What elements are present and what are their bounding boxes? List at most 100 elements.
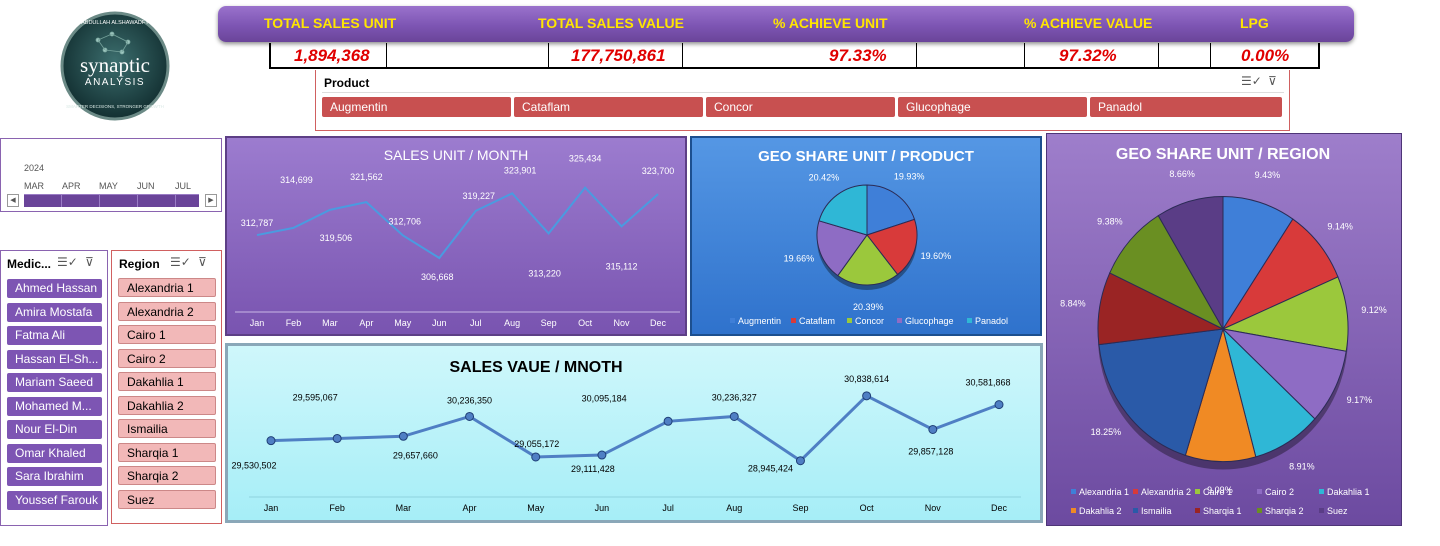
product-item-glucophage[interactable]: Glucophage [898, 97, 1087, 117]
product-item-concor[interactable]: Concor [706, 97, 895, 117]
product-item-cataflam[interactable]: Cataflam [514, 97, 703, 117]
data-label: 19.93% [894, 172, 925, 182]
data-label: 20.39% [853, 302, 884, 312]
region-item[interactable]: Suez [118, 490, 216, 509]
data-point [398, 431, 408, 441]
data-point [994, 400, 1004, 410]
data-point [928, 424, 938, 434]
region-item[interactable]: Dakahlia 2 [118, 396, 216, 415]
region-item[interactable]: Alexandria 2 [118, 302, 216, 321]
kpi-cell [916, 43, 1025, 67]
legend-swatch [1195, 489, 1200, 494]
logo-sub: ANALYSIS [85, 77, 145, 88]
medic-item[interactable]: Hassan El-Sh... [7, 350, 102, 369]
data-label: 9.17% [1347, 395, 1373, 405]
legend-label: Glucophage [905, 316, 954, 326]
multi-select-icon[interactable]: ☰✓ [57, 255, 78, 269]
data-label: 312,787 [241, 218, 274, 228]
multi-select-icon[interactable]: ☰✓ [170, 255, 191, 269]
product-item-augmentin[interactable]: Augmentin [322, 97, 511, 117]
data-point [266, 436, 276, 446]
data-label: 9.09% [1207, 485, 1233, 495]
kpi-cell [386, 43, 549, 67]
x-tick-label: Dec [650, 318, 667, 328]
data-label: 18.25% [1091, 427, 1122, 437]
legend-label: Cataflam [799, 316, 835, 326]
data-label: 9.43% [1255, 170, 1281, 180]
legend-label: Dakahlia 1 [1327, 487, 1370, 497]
medic-slicer: Medic... ☰✓ ⊽ Ahmed Hassan Amira Mostafa… [0, 250, 108, 526]
multi-select-icon[interactable]: ☰✓ [1241, 74, 1262, 88]
legend-swatch [897, 318, 902, 323]
data-label: 30,236,350 [447, 395, 492, 405]
pie-slice [866, 218, 918, 276]
product-item-panadol[interactable]: Panadol [1090, 97, 1282, 117]
legend-swatch [791, 318, 796, 323]
medic-item[interactable]: Fatma Ali [7, 326, 102, 345]
data-label: 29,530,502 [231, 461, 276, 471]
data-label: 325,434 [569, 154, 602, 164]
chart-title: GEO SHARE UNIT / PRODUCT [758, 148, 974, 165]
medic-item[interactable]: Youssef Farouk [7, 491, 102, 510]
data-label: 314,699 [280, 175, 313, 185]
legend-swatch [1319, 508, 1324, 513]
scroll-left-icon[interactable]: ◀ [7, 194, 19, 207]
timeline-month[interactable]: MAR [24, 181, 44, 191]
data-point [729, 411, 739, 421]
medic-item[interactable]: Ahmed Hassan [7, 279, 102, 298]
x-tick-label: May [527, 503, 545, 513]
data-label: 19.60% [921, 251, 952, 261]
x-tick-label: Sep [541, 318, 557, 328]
data-point [597, 450, 607, 460]
data-label: 29,055,172 [514, 439, 559, 449]
kpi-value-total-sales-unit: 1,894,368 [294, 46, 370, 65]
legend-label: Sharqia 1 [1203, 506, 1242, 516]
data-label: 29,657,660 [393, 450, 438, 460]
product-slicer: Product ☰✓ ⊽ Augmentin Cataflam Concor G… [315, 70, 1290, 131]
data-label: 29,111,428 [571, 464, 615, 474]
region-item[interactable]: Dakahlia 1 [118, 372, 216, 391]
medic-item[interactable]: Nour El-Din [7, 420, 102, 439]
x-tick-label: Oct [578, 318, 593, 328]
region-item[interactable]: Ismailia [118, 419, 216, 438]
region-item[interactable]: Alexandria 1 [118, 278, 216, 297]
region-slicer: Region ☰✓ ⊽ Alexandria 1 Alexandria 2 Ca… [111, 250, 222, 524]
region-item[interactable]: Cairo 1 [118, 325, 216, 344]
timeline-month[interactable]: APR [62, 181, 81, 191]
chart-title: SALES UNIT / MONTH [384, 147, 528, 163]
medic-item[interactable]: Amira Mostafa [7, 303, 102, 322]
x-tick-label: Jun [432, 318, 447, 328]
x-tick-label: Nov [614, 318, 631, 328]
clear-filter-icon[interactable]: ⊽ [198, 255, 207, 269]
medic-item[interactable]: Mariam Saeed [7, 373, 102, 392]
medic-item[interactable]: Omar Khaled [7, 444, 102, 463]
timeline-month[interactable]: MAY [99, 181, 118, 191]
timeline-month[interactable]: JUN [137, 181, 155, 191]
data-label: 323,700 [642, 166, 675, 176]
legend-swatch [1071, 508, 1076, 513]
legend-label: Ismailia [1141, 506, 1172, 516]
region-item[interactable]: Sharqia 2 [118, 466, 216, 485]
x-tick-label: May [394, 318, 412, 328]
medic-item[interactable]: Sara Ibrahim [7, 467, 102, 486]
medic-item[interactable]: Mohamed M... [7, 397, 102, 416]
clear-filter-icon[interactable]: ⊽ [85, 255, 94, 269]
timeline-bar[interactable] [24, 194, 199, 207]
clear-filter-icon[interactable]: ⊽ [1268, 74, 1277, 88]
data-label: 313,220 [528, 268, 561, 278]
region-item[interactable]: Cairo 2 [118, 349, 216, 368]
region-item[interactable]: Sharqia 1 [118, 443, 216, 462]
x-tick-label: Jul [662, 503, 674, 513]
kpi-value-total-sales-value: 177,750,861 [571, 46, 666, 65]
kpi-label-total-sales-value: TOTAL SALES VALUE [538, 15, 684, 31]
series-line [256, 186, 659, 260]
x-tick-label: Apr [463, 503, 477, 513]
timeline-month[interactable]: JUL [175, 181, 192, 191]
data-point [332, 433, 342, 443]
data-label: 20.42% [809, 172, 840, 182]
scroll-right-icon[interactable]: ▶ [205, 194, 217, 207]
x-tick-label: Aug [726, 503, 742, 513]
kpi-cell [548, 43, 683, 67]
data-label: 319,227 [462, 191, 495, 201]
x-tick-label: Oct [860, 503, 875, 513]
